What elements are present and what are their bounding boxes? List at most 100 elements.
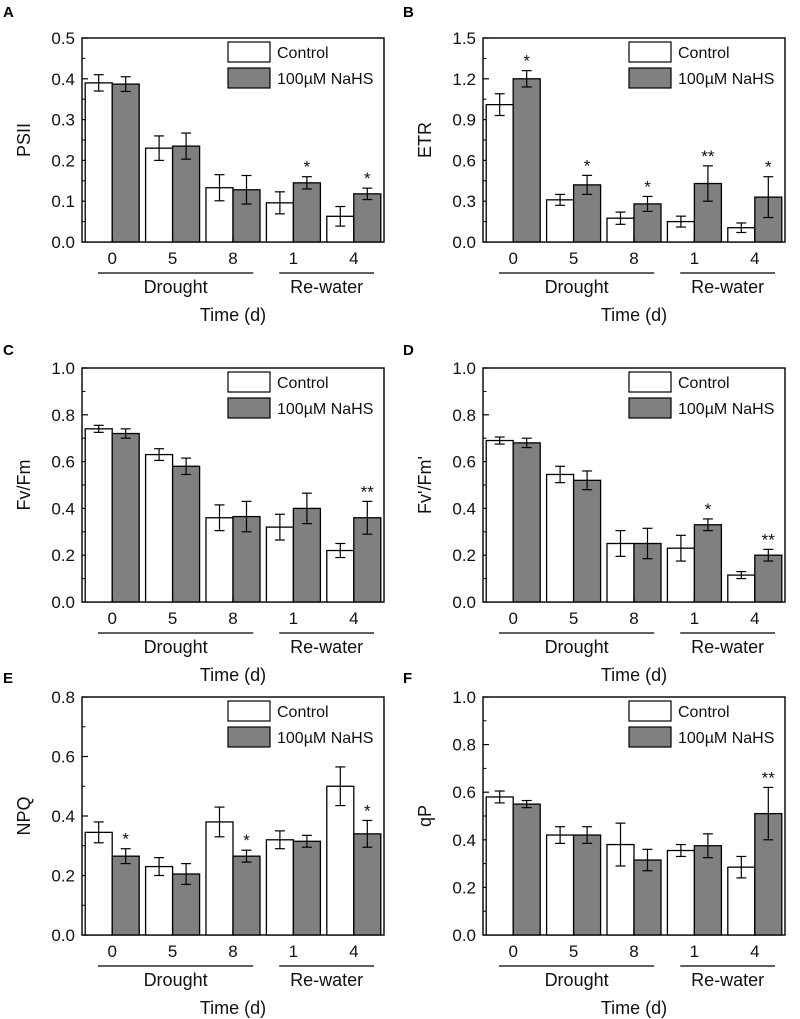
- y-tick-label: 0.6: [452, 151, 476, 170]
- panel-label: B: [403, 4, 414, 21]
- legend-label: 100µM NaHS: [277, 71, 373, 88]
- group-label: Re-water: [290, 637, 363, 657]
- significance-mark: *: [243, 831, 250, 850]
- legend-swatch-nahs: [628, 67, 672, 89]
- bar-control: [84, 82, 113, 243]
- significance-mark: **: [762, 530, 776, 549]
- y-tick-label: 0.4: [51, 807, 75, 826]
- legend-label: 100µM NaHS: [678, 71, 774, 88]
- bar-control: [84, 428, 113, 603]
- y-tick-label: 0.4: [452, 499, 476, 518]
- bar-control: [545, 834, 575, 936]
- x-tick-label: 1: [690, 942, 699, 961]
- significance-mark: *: [304, 158, 311, 177]
- legend-swatch-control: [628, 371, 672, 393]
- group-label: Re-water: [290, 277, 363, 297]
- legend-label: 100µM NaHS: [678, 401, 774, 418]
- bar-control: [485, 796, 514, 936]
- y-tick-label: 0.0: [51, 593, 75, 612]
- significance-mark: **: [701, 147, 715, 166]
- x-axis-title: Time (d): [601, 665, 667, 685]
- group-label: Drought: [545, 637, 609, 657]
- x-tick-label: 5: [168, 942, 177, 961]
- y-axis-title: Fv'/Fm': [415, 456, 435, 514]
- bar-control: [205, 517, 234, 603]
- legend-swatch-control: [628, 700, 672, 722]
- significance-mark: *: [644, 177, 651, 196]
- legend-label: Control: [678, 45, 730, 62]
- x-tick-label: 8: [228, 942, 237, 961]
- x-tick-label: 4: [750, 942, 759, 961]
- group-label: Re-water: [290, 970, 363, 990]
- panel-a: A 0.0 0.1 0.2 0.3 0.4 0.5 PSII 0 5 8 * 1 * 4 Drought Re-…: [3, 4, 385, 325]
- bar-control: [485, 103, 514, 243]
- y-tick-label: 0.0: [452, 233, 476, 252]
- x-tick-label: 0: [508, 609, 517, 628]
- bar-control: [666, 849, 696, 936]
- bar-control: [326, 785, 355, 936]
- bar-nahs: [111, 432, 140, 603]
- y-tick-label: 0.6: [452, 783, 476, 802]
- bar-control: [144, 865, 174, 936]
- panel-label: F: [403, 670, 412, 687]
- bar-control: [205, 821, 234, 936]
- panel-label: A: [3, 4, 14, 21]
- y-tick-label: 0.2: [51, 867, 75, 886]
- significance-mark: *: [705, 500, 712, 519]
- x-tick-label: 5: [569, 942, 578, 961]
- bar-nahs: [232, 855, 261, 936]
- legend-swatch-nahs: [227, 67, 271, 89]
- bar-control: [144, 147, 174, 243]
- y-tick-label: 0.3: [452, 192, 476, 211]
- y-tick-label: 0.0: [51, 233, 75, 252]
- y-tick-label: 1.0: [452, 359, 476, 378]
- bar-nahs: [633, 859, 662, 936]
- bar-nahs: [572, 834, 602, 936]
- legend-swatch-nahs: [628, 397, 672, 419]
- bar-nahs: [693, 524, 723, 603]
- legend-label: Control: [277, 45, 329, 62]
- x-axis-title: Time (d): [601, 305, 667, 325]
- x-tick-label: 1: [690, 249, 699, 268]
- legend-label: Control: [277, 375, 329, 392]
- group-label: Re-water: [691, 277, 764, 297]
- x-tick-label: 5: [569, 609, 578, 628]
- y-tick-label: 0.4: [51, 499, 75, 518]
- significance-mark: *: [122, 830, 129, 849]
- significance-mark: *: [523, 52, 530, 71]
- x-tick-label: 0: [107, 942, 116, 961]
- x-axis-title: Time (d): [200, 665, 266, 685]
- x-tick-label: 1: [690, 609, 699, 628]
- y-axis-title: Fv/Fm: [14, 460, 34, 511]
- panel-label: C: [3, 342, 14, 359]
- legend-swatch-nahs: [227, 726, 271, 748]
- x-tick-label: 4: [750, 609, 759, 628]
- y-tick-label: 0.4: [51, 70, 75, 89]
- y-tick-label: 0.0: [452, 926, 476, 945]
- y-tick-label: 0.2: [452, 878, 476, 897]
- bar-nahs: [292, 182, 322, 243]
- legend-swatch-nahs: [628, 726, 672, 748]
- y-tick-label: 0.9: [452, 111, 476, 130]
- y-tick-label: 0.0: [51, 926, 75, 945]
- significance-mark: *: [364, 801, 371, 820]
- panel-f: F 0.0 0.2 0.4 0.6 0.8 1.0 qP 0 5 8 1 ** 4 Drought Re-wa…: [403, 670, 786, 1018]
- bar-control: [265, 839, 295, 936]
- bar-control: [144, 453, 174, 603]
- x-tick-label: 4: [349, 609, 358, 628]
- bar-control: [727, 574, 756, 603]
- y-axis-title: qP: [415, 805, 435, 827]
- group-label: Drought: [545, 970, 609, 990]
- panel-d: D 0.0 0.2 0.4 0.6 0.8 1.0 Fv'/Fm' 0 5 8 * 1 ** 4 Drough…: [403, 342, 786, 685]
- y-tick-label: 0.0: [452, 593, 476, 612]
- y-tick-label: 0.6: [51, 453, 75, 472]
- x-tick-label: 4: [349, 942, 358, 961]
- legend-label: Control: [678, 375, 730, 392]
- bar-control: [545, 199, 575, 243]
- legend-label: 100µM NaHS: [277, 730, 373, 747]
- x-tick-label: 0: [508, 942, 517, 961]
- x-axis-title: Time (d): [601, 998, 667, 1018]
- significance-mark: **: [762, 768, 776, 787]
- bar-nahs: [292, 840, 322, 936]
